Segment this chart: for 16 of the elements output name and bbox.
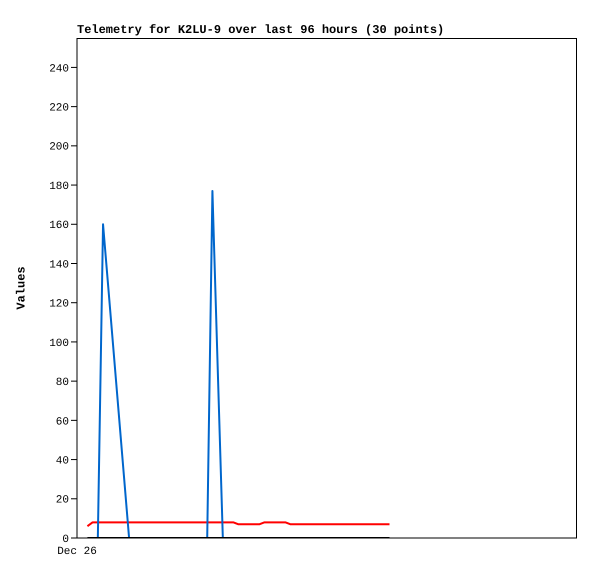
y-tick-label: 160 (49, 220, 69, 232)
y-tick-label: 100 (49, 338, 69, 350)
chart-title: Telemetry for K2LU-9 over last 96 hours (30 points) (77, 23, 444, 37)
y-tick-label: 180 (49, 180, 69, 193)
y-tick-label: 0 (62, 534, 69, 546)
y-tick-label: 220 (49, 102, 69, 115)
y-tick-label: 140 (49, 259, 69, 272)
y-tick-label: 80 (56, 377, 69, 390)
y-tick-label: 240 (49, 63, 69, 76)
y-tick-label: 120 (49, 298, 69, 311)
y-tick-label: 20 (56, 494, 69, 507)
y-tick-label: 200 (49, 142, 69, 154)
x-tick-label: Dec 26 (57, 546, 97, 558)
y-tick-label: 60 (56, 416, 69, 428)
y-tick-label: 40 (56, 455, 69, 468)
y-axis-title: Values (14, 266, 28, 310)
